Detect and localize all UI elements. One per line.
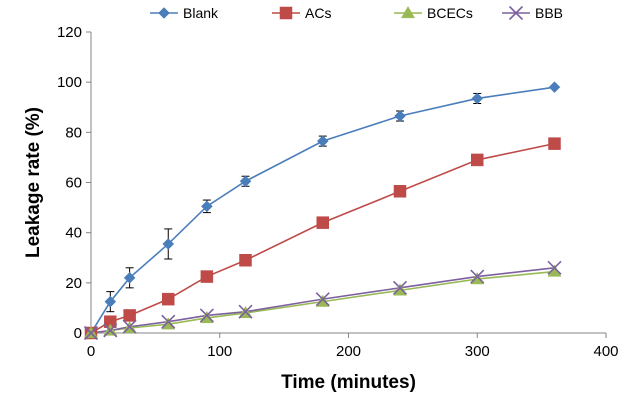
error-bars bbox=[106, 92, 482, 313]
bbb-series-line bbox=[90, 266, 555, 334]
blank-data-point bbox=[162, 238, 175, 250]
acs-data-point bbox=[239, 254, 252, 267]
series-markers bbox=[83, 81, 562, 341]
blank-data-point bbox=[123, 271, 136, 284]
acs-series-line bbox=[90, 142, 555, 334]
legend-marker-blank bbox=[158, 7, 170, 19]
legend-label-bbb: BBB bbox=[535, 5, 563, 21]
blank-data-point bbox=[239, 175, 252, 188]
legend-marker-bbb-stroke bbox=[508, 5, 524, 21]
bbb-data-point-stroke bbox=[161, 314, 176, 329]
bbb-data-point bbox=[470, 269, 485, 284]
x-tick-label: 0 bbox=[87, 343, 95, 360]
y-tick-label: 80 bbox=[65, 124, 82, 141]
bbb-data-point-stroke bbox=[315, 292, 330, 307]
legend-label-bcecs: BCECs bbox=[427, 5, 473, 21]
x-tick-label: 400 bbox=[593, 343, 618, 360]
blank-series-line bbox=[90, 86, 555, 334]
y-axis-title: Leakage rate (%) bbox=[23, 107, 44, 258]
legend-item-blank: Blank bbox=[150, 5, 219, 21]
bbb-data-point-stroke bbox=[547, 260, 562, 275]
y-tick-label: 20 bbox=[65, 275, 82, 292]
legend-label-blank: Blank bbox=[183, 5, 219, 21]
y-tick-label: 40 bbox=[65, 225, 82, 242]
legend-item-acs: ACs bbox=[272, 5, 331, 21]
legend-marker-acs bbox=[279, 6, 293, 20]
blank-data-point bbox=[316, 135, 329, 147]
legend-label-acs: ACs bbox=[305, 5, 331, 21]
bbb-data-point bbox=[103, 323, 118, 338]
blank-data-point bbox=[548, 81, 561, 94]
bbb-data-point bbox=[122, 319, 137, 334]
acs-data-point bbox=[162, 292, 175, 306]
bcecs-data-point bbox=[199, 310, 214, 324]
bcecs-data-point bbox=[315, 294, 330, 307]
blank-data-point bbox=[394, 110, 406, 122]
bbb-data-point bbox=[83, 325, 99, 341]
bbb-data-point-stroke bbox=[392, 280, 408, 295]
legend-item-bbb: BBB bbox=[502, 5, 563, 21]
tick-labels: 0 20 40 60 80 100 120 0 100 200 300 400 bbox=[57, 24, 619, 360]
x-tick-label: 300 bbox=[465, 343, 490, 360]
bbb-data-point-stroke bbox=[103, 323, 118, 338]
y-tick-label: 100 bbox=[57, 74, 82, 91]
acs-data-point bbox=[393, 185, 407, 198]
blank-data-point bbox=[201, 200, 213, 213]
acs-data-point bbox=[200, 270, 214, 283]
legend-marker-bcecs bbox=[401, 5, 415, 19]
blank-data-point bbox=[104, 295, 117, 308]
x-tick-label: 100 bbox=[207, 343, 232, 360]
blank-data-point bbox=[471, 92, 484, 105]
bcecs-data-point bbox=[470, 272, 485, 285]
bcecs-data-point bbox=[393, 283, 407, 296]
x-tick-label: 200 bbox=[336, 343, 361, 360]
bbb-data-point-stroke bbox=[83, 325, 99, 341]
chart-axes bbox=[86, 31, 607, 338]
bbb-data-point bbox=[392, 280, 408, 295]
bbb-data-point bbox=[161, 314, 176, 329]
legend-marker-bbb bbox=[508, 5, 524, 21]
bbb-data-point-stroke bbox=[470, 269, 485, 284]
bcecs-data-point bbox=[161, 317, 176, 330]
x-axis-title: Time (minutes) bbox=[281, 372, 416, 393]
bbb-data-point bbox=[315, 292, 330, 307]
acs-data-point bbox=[548, 137, 561, 150]
bbb-data-point bbox=[199, 308, 214, 323]
legend-item-bcecs: BCECs bbox=[394, 5, 473, 21]
bbb-data-point-stroke bbox=[122, 319, 137, 334]
y-tick-label: 120 bbox=[57, 24, 82, 41]
bbb-data-point-stroke bbox=[238, 304, 253, 319]
acs-data-point bbox=[316, 216, 329, 229]
acs-data-point bbox=[471, 153, 484, 167]
bbb-data-point bbox=[238, 304, 253, 319]
bbb-data-point bbox=[547, 260, 562, 275]
acs-data-point bbox=[123, 309, 136, 322]
series-lines bbox=[90, 86, 555, 334]
y-tick-label: 60 bbox=[65, 175, 82, 192]
bbb-data-point-stroke bbox=[199, 308, 214, 323]
chart-legend: Blank ACs BCECs BBB bbox=[150, 5, 563, 21]
y-tick-label: 0 bbox=[74, 325, 82, 342]
